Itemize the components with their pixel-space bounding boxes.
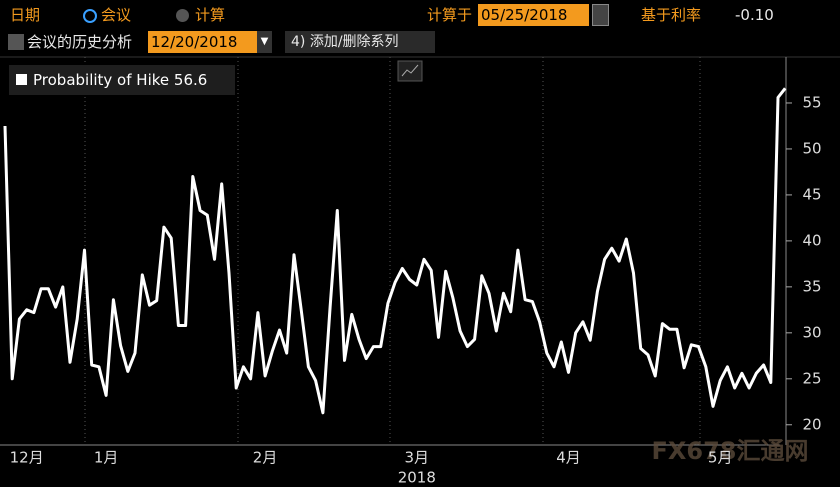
- x-tick-label: 4月: [556, 449, 581, 467]
- dropdown-arrow[interactable]: ▼: [257, 31, 272, 53]
- x-tick-label: 2月: [253, 449, 278, 467]
- calc-date-input[interactable]: 05/25/2018: [478, 4, 589, 26]
- legend-value: 56.6: [174, 71, 207, 89]
- chart-type-button[interactable]: [397, 60, 423, 82]
- watermark: FX678汇通网: [652, 437, 809, 465]
- rate-value: -0.10: [735, 6, 774, 24]
- y-tick-label: 50: [802, 139, 821, 157]
- radio-meeting[interactable]: 会议: [101, 6, 132, 24]
- add-series-dropdown[interactable]: 4) 添加/删除系列: [285, 31, 435, 53]
- radio[interactable]: [176, 9, 189, 22]
- legend-name: Probability of Hike: [33, 71, 169, 89]
- chart-type-icon: [401, 64, 419, 77]
- y-tick-label: 40: [802, 231, 821, 249]
- x-tick-label: 3月: [405, 449, 430, 467]
- x-tick-label: 5月: [708, 449, 733, 467]
- legend-label: Probability of Hike 56.6: [33, 71, 207, 89]
- legend-swatch: [16, 74, 27, 85]
- year-label: 2018: [398, 469, 436, 487]
- calendar-button[interactable]: [592, 4, 609, 26]
- history-label: 会议的历史分析: [27, 33, 133, 51]
- y-tick-label: 20: [802, 415, 821, 433]
- month-dividers: [84, 57, 701, 445]
- radio-selected[interactable]: [83, 9, 97, 23]
- x-tick-label: 1月: [94, 449, 119, 467]
- y-tick-label: 25: [802, 369, 821, 387]
- radio-calc[interactable]: 计算: [195, 6, 226, 24]
- legend-box: [9, 65, 235, 95]
- collapse-button[interactable]: [8, 34, 24, 50]
- based-on-rate-label: 基于利率: [641, 6, 702, 24]
- x-tick-label: 12月: [10, 449, 44, 467]
- calc-on-label: 计算于: [427, 6, 473, 24]
- y-tick-label: 35: [802, 277, 821, 295]
- date-label: 日期: [10, 6, 41, 24]
- y-tick-label: 45: [802, 185, 821, 203]
- series-line: [3, 87, 787, 415]
- meeting-date-input[interactable]: 12/20/2018: [148, 31, 257, 53]
- y-tick-label: 30: [802, 323, 821, 341]
- y-tick-label: 55: [802, 93, 821, 111]
